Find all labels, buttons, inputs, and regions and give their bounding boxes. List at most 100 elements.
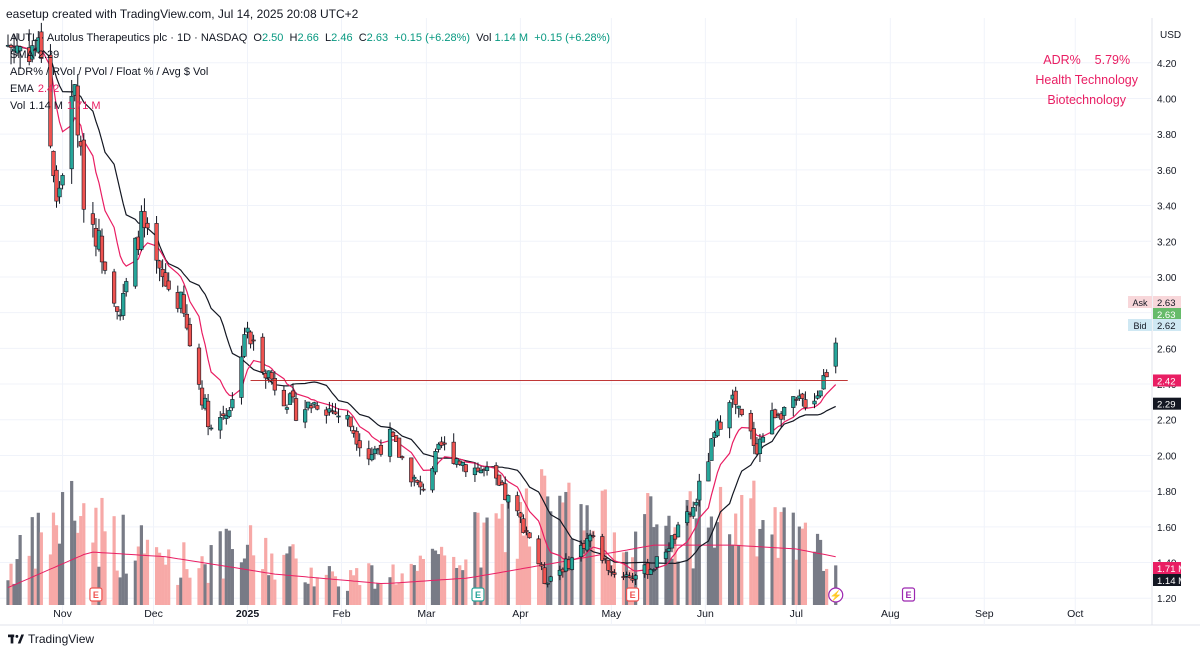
tradingview-logo-text: TradingView: [28, 632, 95, 646]
candle: [645, 558, 650, 579]
volume-bar: [188, 577, 192, 605]
volume-bar: [230, 549, 234, 605]
candle: [154, 215, 159, 274]
sma-row[interactable]: SMA 2.29: [10, 47, 610, 64]
volume-bar: [439, 546, 444, 605]
candle: [651, 568, 656, 573]
volume-bar: [48, 554, 53, 605]
ema-row[interactable]: EMA 2.42: [10, 81, 610, 98]
volume-bar: [503, 552, 507, 605]
candle: [569, 556, 575, 571]
vol-value: 1.14 M: [494, 32, 529, 44]
volume-bar: [676, 561, 680, 605]
volume-bar: [197, 568, 201, 605]
volume-bar: [582, 530, 586, 605]
earnings-marker[interactable]: E: [901, 587, 916, 602]
volume-bar: [355, 568, 359, 605]
volume-bar: [115, 570, 119, 605]
candle: [772, 408, 778, 419]
symbol-row[interactable]: AUTL · Autolus Therapeutics plc · 1D · N…: [10, 32, 611, 44]
earnings-marker[interactable]: E: [89, 587, 103, 602]
volume-bar: [473, 512, 477, 605]
volume-bar: [91, 542, 95, 605]
x-tick-label: Dec: [144, 608, 163, 620]
x-tick-label: Jun: [697, 608, 714, 620]
candle: [324, 406, 329, 424]
volume-bar: [57, 543, 62, 605]
candle: [260, 333, 265, 375]
low-value: 2.46: [331, 32, 353, 44]
candle: [69, 79, 74, 184]
volume-bar: [139, 525, 144, 605]
bid-label-tag: Bid: [1128, 319, 1152, 331]
sma-label: SMA: [10, 49, 34, 61]
candle: [309, 403, 314, 414]
created-line: easetup created with TradingView.com, Ju…: [6, 7, 359, 21]
volume-bar: [479, 567, 483, 605]
volume-bar: [303, 582, 307, 605]
candle: [357, 433, 362, 457]
candle: [245, 321, 250, 339]
volume-row[interactable]: Vol 1.14 M 1.71 M: [10, 98, 610, 115]
symbol-ticker: AUTL: [10, 32, 38, 44]
volume-bar: [370, 565, 374, 605]
candle: [518, 511, 523, 524]
volume-bar: [546, 496, 550, 605]
volume-bar: [327, 566, 331, 605]
close-label: C: [358, 32, 367, 44]
volume-bar: [758, 528, 762, 605]
symbol-exchange: NASDAQ: [200, 32, 248, 44]
volume-bar: [691, 568, 695, 605]
candles: [5, 22, 838, 588]
candle: [727, 400, 732, 439]
x-tick-label: Mar: [417, 608, 436, 620]
candle: [624, 571, 629, 578]
candle: [206, 393, 211, 436]
indicator-row[interactable]: ADR% / RVol / PVol / Float % / Avg $ Vol: [10, 64, 610, 81]
volume-bar: [167, 549, 171, 605]
vol-change-value: +0.15 (+6.28%): [534, 32, 611, 44]
sma-tag: 2.29: [1153, 397, 1181, 411]
vol-label: Vol: [476, 32, 492, 44]
volume-bar: [245, 544, 250, 605]
volume-bar: [634, 531, 638, 605]
candle: [751, 421, 756, 455]
earnings-marker[interactable]: E: [625, 587, 640, 602]
candle: [663, 548, 669, 563]
candle: [415, 479, 420, 486]
candle: [251, 334, 256, 351]
volume-bar: [794, 559, 798, 605]
candle: [293, 392, 299, 422]
open-label: O: [253, 32, 262, 44]
volume-bar: [349, 570, 353, 605]
sector-name: Health Technology: [1035, 73, 1138, 87]
volume-bar: [673, 527, 677, 605]
tradingview-logo[interactable]: TradingView: [8, 632, 94, 646]
candle: [248, 330, 253, 349]
candle: [139, 205, 144, 252]
sma-tag-value: 2.29: [1157, 400, 1176, 411]
symbol-name: Autolus Therapeutics plc: [46, 32, 168, 44]
candle: [685, 505, 690, 526]
legend: AUTL · Autolus Therapeutics plc · 1D · N…: [10, 30, 610, 115]
earnings-marker[interactable]: E: [471, 587, 485, 602]
volume-bars: [6, 469, 838, 605]
candle: [794, 396, 799, 406]
candle: [142, 198, 147, 238]
volume-bar: [39, 532, 43, 605]
candle: [484, 461, 490, 476]
volume-bar: [697, 500, 701, 605]
ema-label: EMA: [10, 83, 34, 95]
volume-avg-value: 1.71 M: [66, 100, 101, 112]
volume-bar: [18, 534, 22, 605]
volume-bar: [776, 557, 780, 605]
volume-bar: [415, 570, 419, 605]
dividend-marker[interactable]: ⚡: [828, 587, 844, 603]
candle: [497, 474, 502, 487]
candle: [654, 556, 659, 570]
candle: [669, 535, 675, 553]
volume-bar: [652, 527, 656, 605]
candle: [539, 562, 544, 571]
volume-bar: [749, 498, 753, 605]
